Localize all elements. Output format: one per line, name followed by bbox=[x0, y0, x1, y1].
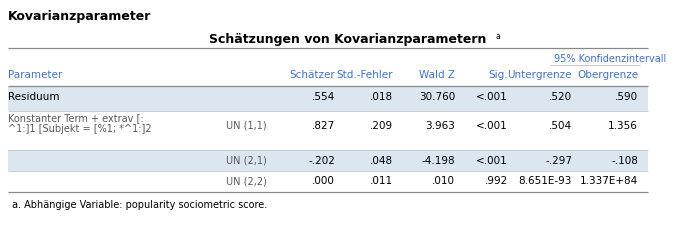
Text: Wald Z: Wald Z bbox=[419, 70, 455, 80]
Text: Kovarianzparameter: Kovarianzparameter bbox=[8, 10, 151, 23]
Text: .000: .000 bbox=[312, 177, 335, 186]
Text: .827: .827 bbox=[312, 121, 335, 131]
Text: <.001: <.001 bbox=[476, 155, 508, 166]
Text: -.202: -.202 bbox=[308, 155, 335, 166]
Text: Schätzungen von Kovarianzparametern: Schätzungen von Kovarianzparametern bbox=[209, 33, 487, 46]
Text: 30.760: 30.760 bbox=[419, 93, 455, 103]
Text: UN (2,1): UN (2,1) bbox=[226, 155, 267, 166]
Text: .209: .209 bbox=[370, 121, 393, 131]
Text: .504: .504 bbox=[549, 121, 572, 131]
Text: .590: .590 bbox=[615, 93, 638, 103]
Text: UN (2,2): UN (2,2) bbox=[226, 177, 267, 186]
Bar bbox=[8, 86, 648, 111]
Text: .554: .554 bbox=[312, 93, 335, 103]
Text: 8.651E-93: 8.651E-93 bbox=[519, 177, 572, 186]
Text: a. Abhängige Variable: popularity sociometric score.: a. Abhängige Variable: popularity sociom… bbox=[12, 200, 267, 210]
Text: Residuum: Residuum bbox=[8, 93, 59, 103]
Text: a: a bbox=[496, 32, 500, 41]
Bar bbox=[8, 150, 648, 171]
Text: -.297: -.297 bbox=[545, 155, 572, 166]
Text: Untergrenze: Untergrenze bbox=[507, 70, 572, 80]
Text: .010: .010 bbox=[432, 177, 455, 186]
Text: .011: .011 bbox=[370, 177, 393, 186]
Text: 3.963: 3.963 bbox=[425, 121, 455, 131]
Text: .992: .992 bbox=[484, 177, 508, 186]
Text: 95% Konfidenzintervall: 95% Konfidenzintervall bbox=[554, 54, 666, 64]
Text: -4.198: -4.198 bbox=[421, 155, 455, 166]
Text: 1.356: 1.356 bbox=[608, 121, 638, 131]
Text: .520: .520 bbox=[549, 93, 572, 103]
Text: .018: .018 bbox=[370, 93, 393, 103]
Text: .048: .048 bbox=[370, 155, 393, 166]
Text: Parameter: Parameter bbox=[8, 70, 62, 80]
Text: Obergrenze: Obergrenze bbox=[577, 70, 638, 80]
Text: Schätzer: Schätzer bbox=[290, 70, 335, 80]
Text: Sig.: Sig. bbox=[489, 70, 508, 80]
Text: <.001: <.001 bbox=[476, 93, 508, 103]
Text: ^1:]1 [Subjekt = [%1; *^1:]2: ^1:]1 [Subjekt = [%1; *^1:]2 bbox=[8, 124, 152, 134]
Text: <.001: <.001 bbox=[476, 121, 508, 131]
Text: Std.-Fehler: Std.-Fehler bbox=[336, 70, 393, 80]
Text: Konstanter Term + extrav [:: Konstanter Term + extrav [: bbox=[8, 113, 143, 123]
Text: 1.337E+84: 1.337E+84 bbox=[580, 177, 638, 186]
Text: UN (1,1): UN (1,1) bbox=[226, 121, 267, 131]
Text: -.108: -.108 bbox=[611, 155, 638, 166]
